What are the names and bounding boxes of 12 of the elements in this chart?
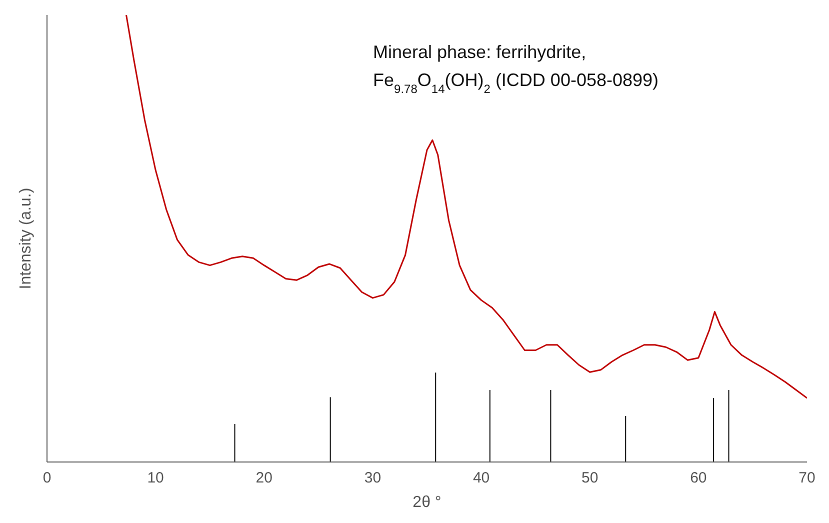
- annotation: Mineral phase: ferrihydrite,: [373, 42, 586, 62]
- y-axis-title: Intensity (a.u.): [18, 188, 35, 290]
- x-tick-label: 10: [147, 470, 164, 487]
- x-tick-label: 70: [798, 470, 816, 487]
- x-axis-title: 2θ °: [412, 494, 442, 511]
- annotation: Fe$_{9.78}$O$_{14}$(OH)$_{2}$ (ICDD 00-058-0899): [373, 70, 659, 96]
- x-tick-label: 60: [690, 470, 707, 487]
- x-tick-label: 50: [582, 470, 598, 487]
- x-tick-label: 0: [42, 470, 52, 487]
- x-tick-label: 40: [472, 470, 490, 487]
- x-tick-label: 20: [256, 470, 272, 487]
- x-tick-label: 30: [364, 470, 382, 487]
